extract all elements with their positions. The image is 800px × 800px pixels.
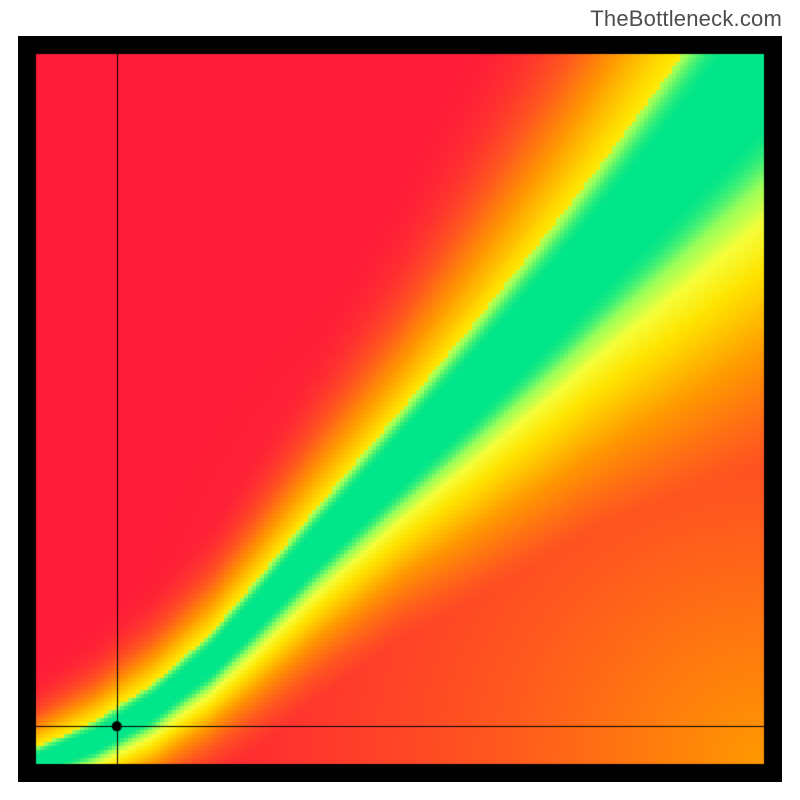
heatmap-plot: [18, 36, 782, 782]
heatmap-canvas: [18, 36, 782, 782]
watermark-text: TheBottleneck.com: [590, 6, 782, 32]
